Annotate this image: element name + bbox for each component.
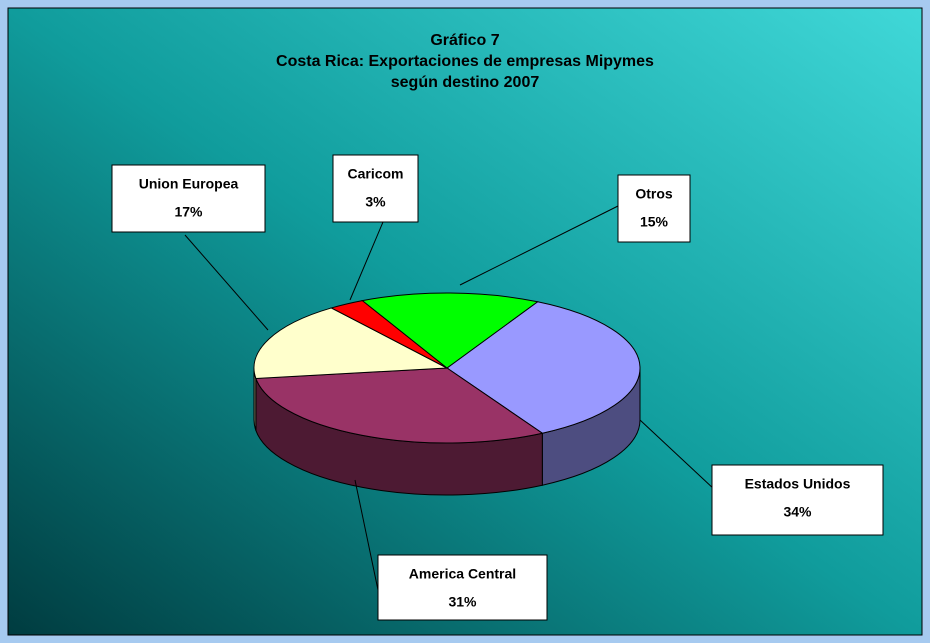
label-box — [711, 464, 884, 536]
slice-label: Otros — [635, 186, 673, 202]
value-label: 17% — [174, 204, 203, 220]
label-box — [332, 154, 419, 223]
slice — [361, 292, 539, 369]
value-label: 15% — [640, 214, 669, 230]
leader-line — [184, 234, 269, 331]
slice-label: Estados Unidos — [745, 476, 851, 492]
slice-label: America Central — [409, 566, 516, 582]
value-label: 3% — [365, 194, 386, 210]
leader-line — [459, 204, 621, 286]
slice — [255, 367, 544, 444]
chart-subtitle: según destino 2007 — [391, 74, 540, 91]
leader-line — [354, 479, 379, 591]
slice — [446, 301, 641, 434]
leader-line — [349, 221, 384, 301]
label-box — [111, 164, 266, 233]
label-box — [377, 554, 548, 621]
slice-label: Union Europea — [139, 176, 239, 192]
value-label: 31% — [448, 594, 477, 610]
leader-line — [639, 419, 716, 491]
chart-title: Gráfico 7 — [430, 32, 499, 49]
value-label: 34% — [783, 504, 812, 520]
chart-subtitle: Costa Rica: Exportaciones de empresas Mi… — [276, 53, 654, 70]
slice — [253, 307, 449, 379]
slice-label: Caricom — [347, 166, 403, 182]
label-box — [617, 174, 691, 243]
